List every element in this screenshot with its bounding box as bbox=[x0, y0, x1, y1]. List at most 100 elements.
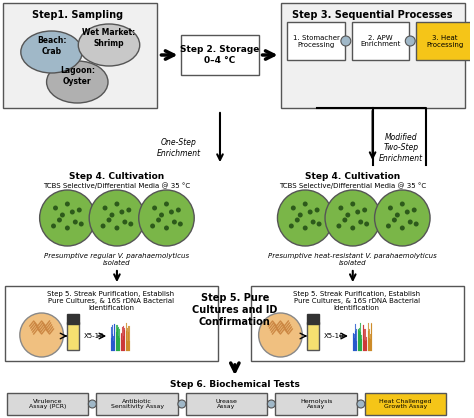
Text: Step 5. Pure
Cultures and ID
Confirmation: Step 5. Pure Cultures and ID Confirmatio… bbox=[192, 293, 278, 326]
FancyBboxPatch shape bbox=[182, 35, 259, 75]
Circle shape bbox=[152, 206, 157, 211]
Circle shape bbox=[60, 212, 65, 217]
Circle shape bbox=[325, 190, 381, 246]
Circle shape bbox=[139, 190, 194, 246]
Text: Step 4. Cultivation: Step 4. Cultivation bbox=[305, 172, 401, 181]
Circle shape bbox=[164, 225, 169, 230]
Circle shape bbox=[122, 219, 128, 224]
Circle shape bbox=[414, 222, 419, 227]
Circle shape bbox=[109, 212, 114, 217]
Circle shape bbox=[51, 224, 56, 229]
Circle shape bbox=[337, 224, 341, 229]
FancyBboxPatch shape bbox=[251, 286, 464, 361]
Circle shape bbox=[303, 201, 308, 206]
Circle shape bbox=[259, 313, 302, 357]
Circle shape bbox=[156, 217, 161, 222]
Circle shape bbox=[357, 400, 365, 408]
Circle shape bbox=[317, 222, 321, 227]
Text: 3. Heat
Processing: 3. Heat Processing bbox=[426, 35, 464, 48]
Text: Step 3. Sequential Processes: Step 3. Sequential Processes bbox=[292, 10, 453, 20]
Circle shape bbox=[159, 212, 164, 217]
Circle shape bbox=[400, 201, 405, 206]
Circle shape bbox=[57, 217, 62, 222]
FancyBboxPatch shape bbox=[3, 3, 156, 108]
Circle shape bbox=[408, 219, 413, 224]
Text: Lagoon:
Oyster: Lagoon: Oyster bbox=[60, 66, 95, 86]
Circle shape bbox=[267, 400, 275, 408]
Circle shape bbox=[172, 219, 177, 224]
FancyBboxPatch shape bbox=[365, 393, 446, 415]
Circle shape bbox=[341, 36, 351, 46]
Circle shape bbox=[308, 209, 313, 214]
Text: Step 5. Streak Purification, Establish
Pure Cultures, & 16S rDNA Bacterial
Ident: Step 5. Streak Purification, Establish P… bbox=[47, 291, 174, 311]
Circle shape bbox=[114, 225, 119, 230]
FancyBboxPatch shape bbox=[307, 322, 319, 350]
Circle shape bbox=[89, 190, 145, 246]
Circle shape bbox=[150, 224, 155, 229]
Text: Step 6. Biochemical Tests: Step 6. Biochemical Tests bbox=[170, 380, 300, 389]
Circle shape bbox=[405, 36, 415, 46]
FancyBboxPatch shape bbox=[307, 314, 319, 324]
Circle shape bbox=[291, 206, 296, 211]
FancyBboxPatch shape bbox=[96, 393, 178, 415]
FancyBboxPatch shape bbox=[186, 393, 267, 415]
Text: Antibiotic
Sensitivity Assay: Antibiotic Sensitivity Assay bbox=[110, 399, 164, 409]
Text: Beach:
Crab: Beach: Crab bbox=[37, 36, 66, 56]
Circle shape bbox=[169, 209, 174, 214]
Circle shape bbox=[40, 190, 95, 246]
Circle shape bbox=[338, 206, 343, 211]
Text: TCBS Selective/Differential Media @ 35 °C: TCBS Selective/Differential Media @ 35 °… bbox=[279, 182, 426, 189]
Circle shape bbox=[127, 207, 131, 212]
Circle shape bbox=[395, 212, 400, 217]
Circle shape bbox=[128, 222, 133, 227]
Circle shape bbox=[79, 222, 84, 227]
Text: Heat Challenged
Growth Assay: Heat Challenged Growth Assay bbox=[379, 399, 432, 409]
Circle shape bbox=[350, 225, 355, 230]
Circle shape bbox=[70, 209, 75, 214]
Circle shape bbox=[164, 201, 169, 206]
Circle shape bbox=[400, 225, 405, 230]
Ellipse shape bbox=[46, 61, 108, 103]
Circle shape bbox=[388, 206, 393, 211]
Circle shape bbox=[342, 217, 347, 222]
Circle shape bbox=[364, 222, 369, 227]
Circle shape bbox=[119, 209, 124, 214]
Circle shape bbox=[65, 225, 70, 230]
Text: Modified
Two-Step
Enrichment: Modified Two-Step Enrichment bbox=[379, 133, 423, 163]
Circle shape bbox=[295, 217, 300, 222]
Circle shape bbox=[412, 207, 417, 212]
Circle shape bbox=[298, 212, 303, 217]
Text: Presumptive regular V. parahaemolyticus
isolated: Presumptive regular V. parahaemolyticus … bbox=[45, 253, 190, 266]
Circle shape bbox=[20, 313, 64, 357]
FancyBboxPatch shape bbox=[67, 314, 79, 324]
Circle shape bbox=[73, 219, 78, 224]
Circle shape bbox=[53, 206, 58, 211]
FancyBboxPatch shape bbox=[275, 393, 357, 415]
Text: X5-10: X5-10 bbox=[84, 333, 105, 339]
Circle shape bbox=[310, 219, 316, 224]
Circle shape bbox=[277, 190, 333, 246]
Text: 2. APW
Enrichment: 2. APW Enrichment bbox=[360, 35, 401, 48]
Circle shape bbox=[102, 206, 108, 211]
Circle shape bbox=[405, 209, 410, 214]
Circle shape bbox=[107, 217, 111, 222]
Text: Hemolysis
Assay: Hemolysis Assay bbox=[300, 399, 332, 409]
FancyBboxPatch shape bbox=[416, 22, 474, 60]
Circle shape bbox=[350, 201, 355, 206]
Circle shape bbox=[178, 222, 183, 227]
Text: Step 5. Streak Purification, Establish
Pure Cultures, & 16S rDNA Bacterial
Ident: Step 5. Streak Purification, Establish P… bbox=[293, 291, 420, 311]
Circle shape bbox=[374, 190, 430, 246]
Text: Step 4. Cultivation: Step 4. Cultivation bbox=[69, 172, 164, 181]
Circle shape bbox=[346, 212, 350, 217]
Circle shape bbox=[362, 207, 367, 212]
Circle shape bbox=[303, 225, 308, 230]
Text: X5-10: X5-10 bbox=[324, 333, 345, 339]
Circle shape bbox=[315, 207, 319, 212]
Circle shape bbox=[77, 207, 82, 212]
Circle shape bbox=[100, 224, 106, 229]
Circle shape bbox=[176, 207, 181, 212]
Text: Urease
Assay: Urease Assay bbox=[216, 399, 237, 409]
Text: Wet Market:
Shrimp: Wet Market: Shrimp bbox=[82, 28, 136, 48]
FancyBboxPatch shape bbox=[5, 286, 218, 361]
Text: Step1. Sampling: Step1. Sampling bbox=[32, 10, 123, 20]
